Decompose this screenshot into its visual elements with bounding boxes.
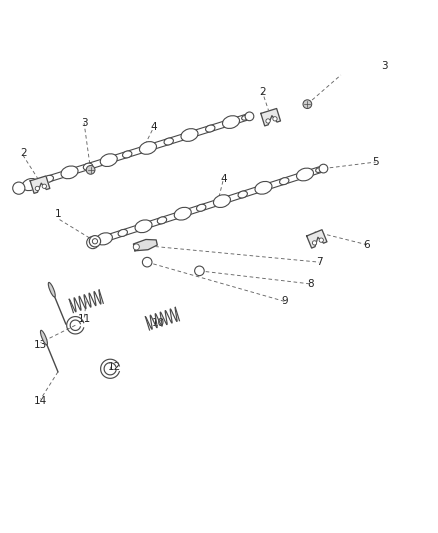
Text: 5: 5 (372, 157, 379, 167)
Ellipse shape (96, 233, 113, 245)
Ellipse shape (164, 138, 173, 145)
Circle shape (266, 119, 270, 123)
Text: 6: 6 (364, 240, 370, 250)
Ellipse shape (238, 191, 247, 198)
Circle shape (319, 164, 328, 173)
Ellipse shape (123, 151, 132, 158)
Text: 11: 11 (78, 314, 91, 324)
Ellipse shape (48, 282, 55, 297)
Text: 4: 4 (220, 174, 226, 184)
Circle shape (245, 112, 254, 120)
Polygon shape (134, 239, 157, 251)
Ellipse shape (197, 204, 206, 211)
Text: 13: 13 (34, 340, 47, 350)
Text: 14: 14 (34, 397, 47, 407)
Text: 2: 2 (259, 87, 266, 98)
Ellipse shape (213, 195, 230, 207)
Ellipse shape (61, 166, 78, 179)
Ellipse shape (242, 116, 248, 120)
Text: 9: 9 (281, 296, 288, 306)
Text: 12: 12 (108, 361, 121, 372)
Ellipse shape (139, 142, 156, 155)
Ellipse shape (44, 175, 53, 182)
Text: 3: 3 (81, 118, 88, 128)
Polygon shape (261, 109, 280, 126)
Circle shape (303, 100, 312, 109)
Polygon shape (307, 230, 327, 248)
Ellipse shape (157, 217, 166, 224)
Text: 2: 2 (20, 148, 26, 158)
Circle shape (13, 182, 25, 194)
Circle shape (319, 238, 323, 243)
Ellipse shape (223, 116, 240, 128)
Ellipse shape (100, 154, 117, 166)
Circle shape (312, 241, 317, 245)
Text: 8: 8 (307, 279, 314, 289)
Ellipse shape (205, 125, 215, 132)
Ellipse shape (279, 177, 289, 184)
Ellipse shape (118, 229, 127, 237)
Polygon shape (30, 176, 50, 193)
Circle shape (142, 257, 152, 267)
Text: 7: 7 (316, 257, 322, 267)
Text: 10: 10 (152, 318, 165, 328)
Ellipse shape (83, 163, 93, 170)
Ellipse shape (22, 179, 39, 191)
Ellipse shape (255, 181, 272, 194)
Ellipse shape (40, 330, 47, 345)
Ellipse shape (297, 168, 314, 181)
Text: 1: 1 (55, 209, 61, 219)
Ellipse shape (135, 220, 152, 233)
Circle shape (89, 236, 101, 247)
Ellipse shape (316, 168, 322, 173)
Text: 4: 4 (150, 122, 157, 132)
Circle shape (87, 237, 99, 249)
Circle shape (92, 239, 98, 244)
Circle shape (35, 186, 39, 191)
Ellipse shape (181, 128, 198, 141)
Circle shape (86, 166, 95, 174)
Circle shape (273, 117, 277, 121)
Circle shape (42, 184, 46, 189)
Circle shape (133, 244, 139, 250)
Text: 3: 3 (381, 61, 388, 71)
Circle shape (194, 266, 204, 276)
Ellipse shape (174, 207, 191, 220)
